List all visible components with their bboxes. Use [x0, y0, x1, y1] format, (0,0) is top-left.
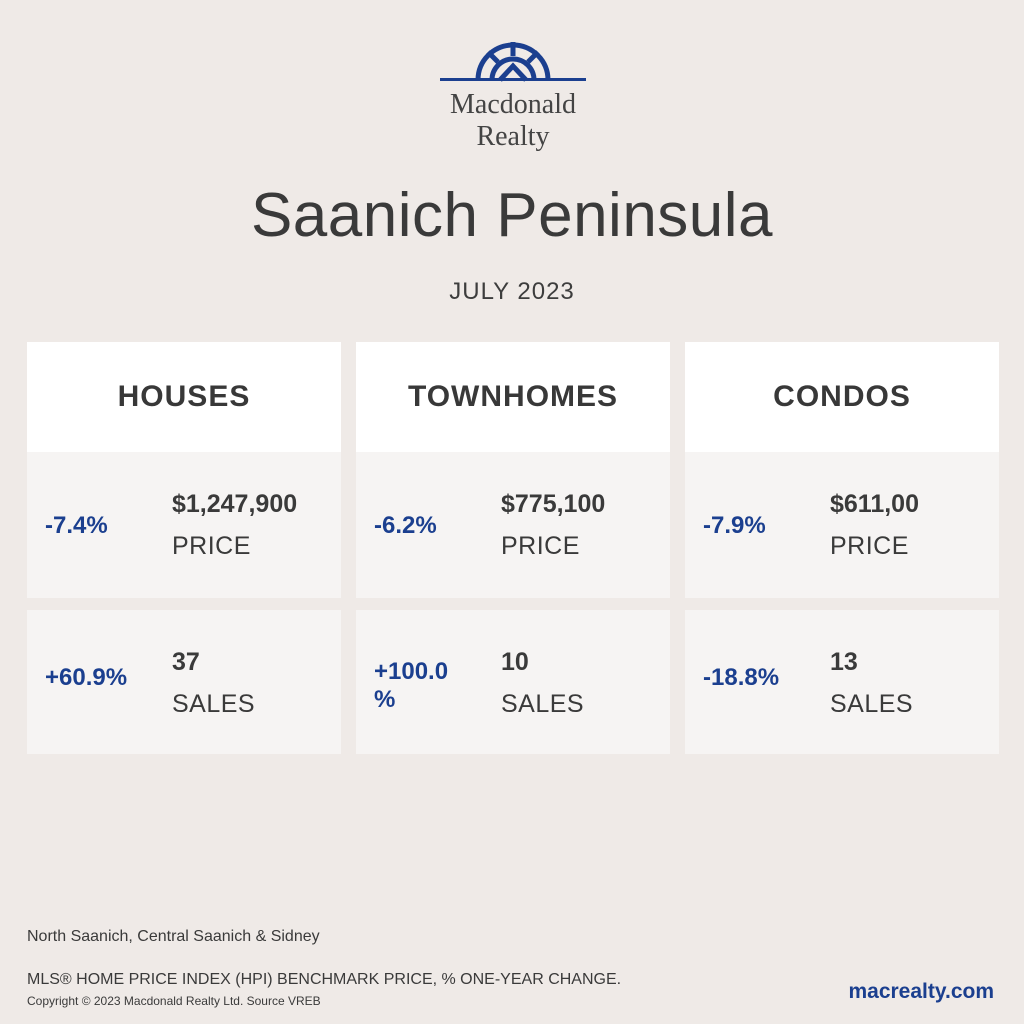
copyright-note: Copyright © 2023 Macdonald Realty Ltd. S… — [27, 994, 321, 1008]
sales-card: +100.0 % 10 SALES — [356, 610, 670, 754]
column-townhomes: TOWNHOMES -6.2% $775,100 PRICE +100.0 % … — [356, 342, 670, 754]
price-card: -7.4% $1,247,900 PRICE — [27, 452, 341, 598]
column-houses: HOUSES -7.4% $1,247,900 PRICE +60.9% 37 … — [27, 342, 341, 754]
column-header: CONDOS — [685, 342, 999, 452]
price-change: -6.2% — [374, 512, 437, 539]
methodology-note: MLS® HOME PRICE INDEX (HPI) BENCHMARK PR… — [27, 971, 622, 988]
sales-label: SALES — [830, 690, 914, 718]
brand-name-line2: Realty — [476, 121, 550, 152]
sales-value: 10 — [501, 648, 529, 676]
page-title: Saanich Peninsula — [250, 181, 774, 250]
compass-arch-logo-icon — [440, 42, 586, 82]
price-label: PRICE — [830, 532, 909, 560]
region-note: North Saanich, Central Saanich & Sidney — [27, 928, 320, 945]
price-value: $611,00 — [830, 490, 919, 518]
sales-change: +60.9% — [45, 664, 128, 691]
column-header: HOUSES — [27, 342, 341, 452]
price-value: $775,100 — [501, 490, 606, 518]
price-label: PRICE — [501, 532, 580, 560]
page-subtitle: JULY 2023 — [449, 278, 575, 305]
sales-label: SALES — [501, 690, 585, 718]
price-label: PRICE — [172, 532, 251, 560]
sales-change: +100.0 % — [374, 658, 449, 713]
price-change: -7.4% — [45, 512, 108, 539]
website-link[interactable]: macrealty.com — [848, 980, 994, 1003]
sales-card: +60.9% 37 SALES — [27, 610, 341, 754]
price-value: $1,247,900 — [172, 490, 298, 518]
sales-value: 37 — [172, 648, 200, 676]
price-card: -7.9% $611,00 PRICE — [685, 452, 999, 598]
brand-logo: Macdonald Realty — [440, 38, 586, 158]
sales-change: -18.8% — [703, 664, 780, 691]
brand-name-line1: Macdonald — [450, 89, 576, 120]
column-condos: CONDOS -7.9% $611,00 PRICE -18.8% 13 SAL… — [685, 342, 999, 754]
sales-value: 13 — [830, 648, 858, 676]
price-change: -7.9% — [703, 512, 766, 539]
sales-label: SALES — [172, 690, 256, 718]
price-card: -6.2% $775,100 PRICE — [356, 452, 670, 598]
column-header: TOWNHOMES — [356, 342, 670, 452]
sales-card: -18.8% 13 SALES — [685, 610, 999, 754]
